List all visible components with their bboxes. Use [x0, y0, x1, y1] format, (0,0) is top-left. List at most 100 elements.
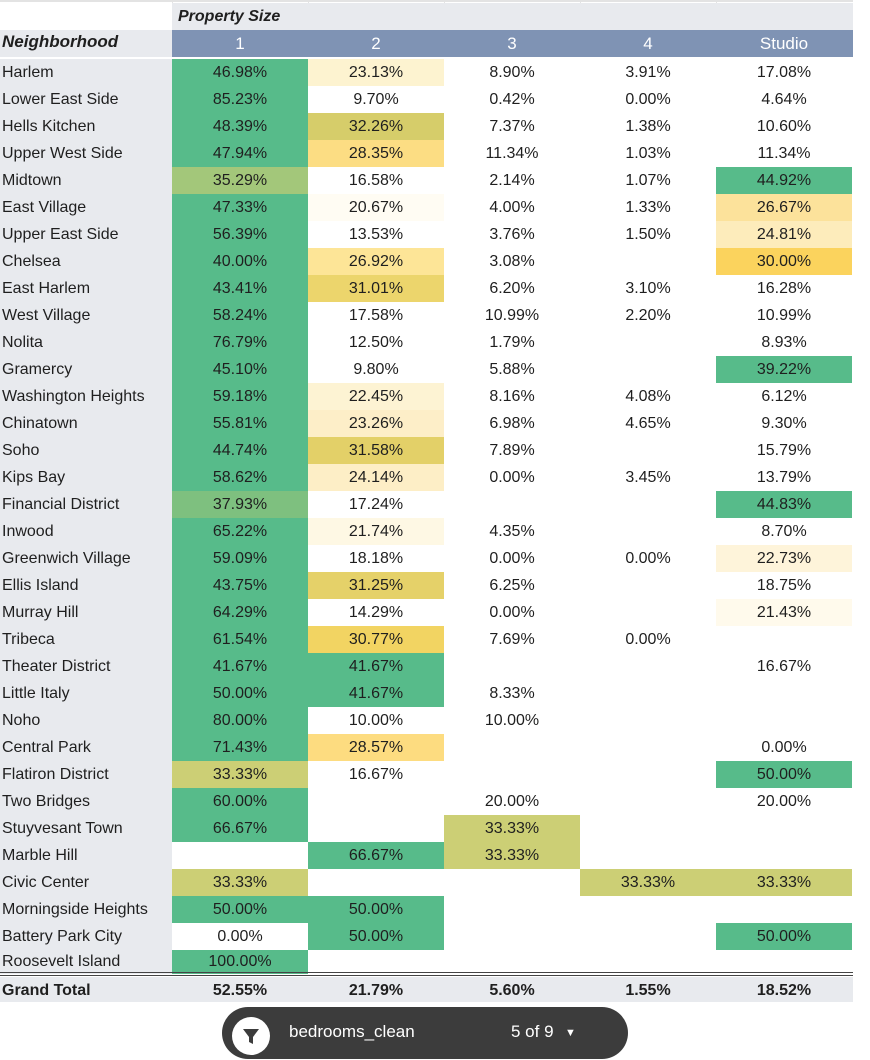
table-cell[interactable]: 59.18%	[172, 383, 308, 410]
table-cell[interactable]: 22.73%	[716, 545, 852, 572]
table-cell[interactable]: 40.00%	[172, 248, 308, 275]
table-cell[interactable]: 41.67%	[308, 653, 444, 680]
table-cell[interactable]	[716, 842, 852, 869]
table-cell[interactable]: 15.79%	[756, 442, 812, 459]
table-cell[interactable]: 3.76%	[489, 226, 535, 243]
table-cell[interactable]: 0.00%	[625, 91, 671, 108]
table-cell[interactable]: 7.89%	[489, 442, 535, 459]
table-cell[interactable]	[580, 329, 716, 356]
table-cell[interactable]: 21.74%	[308, 518, 444, 545]
table-cell[interactable]: 23.26%	[308, 410, 444, 437]
neighborhood-name[interactable]: Flatiron District	[0, 761, 172, 788]
table-cell[interactable]: 50.00%	[716, 761, 852, 788]
neighborhood-name[interactable]: Harlem	[0, 59, 172, 86]
table-cell[interactable]: 0.00%	[489, 550, 535, 567]
table-cell[interactable]: 13.53%	[348, 226, 404, 243]
table-cell[interactable]: 28.57%	[308, 734, 444, 761]
table-cell[interactable]	[580, 680, 716, 707]
table-cell[interactable]: 41.67%	[172, 653, 308, 680]
table-cell[interactable]	[580, 842, 716, 869]
table-cell[interactable]: 100.00%	[172, 950, 308, 974]
table-cell[interactable]: 16.28%	[756, 280, 812, 297]
table-cell[interactable]	[580, 761, 716, 788]
neighborhood-name[interactable]: West Village	[0, 302, 172, 329]
table-cell[interactable]: 3.08%	[489, 253, 535, 270]
grand-total-cell[interactable]: 5.60%	[489, 982, 535, 999]
table-cell[interactable]: 33.33%	[444, 842, 580, 869]
table-cell[interactable]: 8.16%	[489, 388, 535, 405]
neighborhood-name[interactable]: Marble Hill	[0, 842, 172, 869]
table-cell[interactable]	[444, 869, 580, 896]
neighborhood-name[interactable]: Greenwich Village	[0, 545, 172, 572]
table-cell[interactable]	[580, 356, 716, 383]
table-cell[interactable]: 47.94%	[172, 140, 308, 167]
table-cell[interactable]	[580, 707, 716, 734]
table-cell[interactable]: 0.00%	[761, 739, 807, 756]
table-cell[interactable]: 26.92%	[308, 248, 444, 275]
table-cell[interactable]	[580, 491, 716, 518]
table-cell[interactable]	[716, 680, 852, 707]
table-cell[interactable]: 56.39%	[172, 221, 308, 248]
table-cell[interactable]: 23.13%	[308, 59, 444, 86]
table-cell[interactable]: 33.33%	[172, 869, 308, 896]
table-cell[interactable]: 20.67%	[308, 194, 444, 221]
table-cell[interactable]	[580, 923, 716, 950]
table-cell[interactable]: 31.01%	[308, 275, 444, 302]
table-cell[interactable]: 8.33%	[489, 685, 535, 702]
table-cell[interactable]: 28.35%	[308, 140, 444, 167]
neighborhood-name[interactable]: Theater District	[0, 653, 172, 680]
table-cell[interactable]	[580, 599, 716, 626]
table-cell[interactable]: 1.79%	[489, 334, 535, 351]
table-cell[interactable]: 71.43%	[172, 734, 308, 761]
neighborhood-name[interactable]: Financial District	[0, 491, 172, 518]
neighborhood-name[interactable]: Lower East Side	[0, 86, 172, 113]
table-cell[interactable]: 66.67%	[308, 842, 444, 869]
table-cell[interactable]: 9.30%	[761, 415, 807, 432]
table-cell[interactable]: 12.50%	[348, 334, 404, 351]
table-cell[interactable]	[308, 788, 444, 815]
neighborhood-name[interactable]: Little Italy	[0, 680, 172, 707]
neighborhood-name[interactable]: Hells Kitchen	[0, 113, 172, 140]
table-cell[interactable]: 32.26%	[308, 113, 444, 140]
table-cell[interactable]: 31.25%	[308, 572, 444, 599]
neighborhood-name[interactable]: East Harlem	[0, 275, 172, 302]
table-cell[interactable]: 37.93%	[172, 491, 308, 518]
table-cell[interactable]: 24.81%	[716, 221, 852, 248]
table-cell[interactable]: 33.33%	[444, 815, 580, 842]
table-cell[interactable]: 18.18%	[348, 550, 404, 567]
table-cell[interactable]: 20.00%	[756, 793, 812, 810]
table-cell[interactable]: 3.91%	[625, 64, 671, 81]
table-cell[interactable]: 50.00%	[172, 680, 308, 707]
table-cell[interactable]: 50.00%	[716, 923, 852, 950]
neighborhood-name[interactable]: Chinatown	[0, 410, 172, 437]
table-cell[interactable]	[716, 815, 852, 842]
table-cell[interactable]	[308, 869, 444, 896]
table-cell[interactable]: 6.25%	[489, 577, 535, 594]
grand-total-cell[interactable]: 21.79%	[348, 982, 404, 999]
neighborhood-name[interactable]: Civic Center	[0, 869, 172, 896]
table-cell[interactable]: 31.58%	[308, 437, 444, 464]
neighborhood-name[interactable]: East Village	[0, 194, 172, 221]
table-cell[interactable]: 45.10%	[172, 356, 308, 383]
neighborhood-name[interactable]: Nolita	[0, 329, 172, 356]
table-cell[interactable]: 9.70%	[353, 91, 399, 108]
table-cell[interactable]: 55.81%	[172, 410, 308, 437]
neighborhood-name[interactable]: Upper West Side	[0, 140, 172, 167]
table-cell[interactable]: 44.83%	[716, 491, 852, 518]
table-cell[interactable]: 8.70%	[761, 523, 807, 540]
neighborhood-name[interactable]: Washington Heights	[0, 383, 172, 410]
table-cell[interactable]	[716, 896, 852, 923]
table-cell[interactable]: 16.67%	[348, 766, 404, 783]
table-cell[interactable]: 26.67%	[716, 194, 852, 221]
table-cell[interactable]	[444, 950, 580, 974]
table-cell[interactable]: 11.34%	[485, 145, 539, 162]
table-cell[interactable]: 1.33%	[625, 199, 671, 216]
table-cell[interactable]	[716, 626, 852, 653]
table-cell[interactable]: 1.03%	[625, 145, 671, 162]
neighborhood-header[interactable]: Neighborhood	[2, 32, 119, 51]
table-cell[interactable]: 39.22%	[716, 356, 852, 383]
table-cell[interactable]: 59.09%	[172, 545, 308, 572]
table-cell[interactable]: 8.93%	[761, 334, 807, 351]
table-cell[interactable]: 6.20%	[489, 280, 535, 297]
neighborhood-name[interactable]: Upper East Side	[0, 221, 172, 248]
